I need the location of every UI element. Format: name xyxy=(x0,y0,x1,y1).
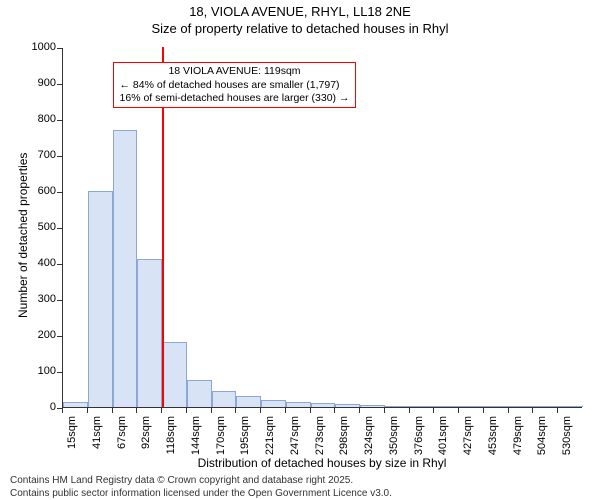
x-tick-label: 453sqm xyxy=(487,416,499,460)
x-tick-label: 479sqm xyxy=(512,416,524,460)
y-tick-label: 900 xyxy=(22,77,56,89)
y-tick-mark xyxy=(57,120,62,121)
histogram-bar xyxy=(311,403,336,407)
y-tick-mark xyxy=(57,192,62,193)
x-tick-mark xyxy=(359,408,360,413)
x-tick-label: 41sqm xyxy=(91,416,103,460)
y-tick-mark xyxy=(57,372,62,373)
x-tick-mark xyxy=(186,408,187,413)
x-tick-label: 350sqm xyxy=(388,416,400,460)
x-tick-mark xyxy=(112,408,113,413)
y-tick-label: 600 xyxy=(22,185,56,197)
plot-area: 18 VIOLA AVENUE: 119sqm← 84% of detached… xyxy=(62,48,582,408)
x-tick-mark xyxy=(557,408,558,413)
y-tick-label: 800 xyxy=(22,113,56,125)
y-tick-label: 0 xyxy=(22,401,56,413)
histogram-bar xyxy=(187,380,212,407)
y-tick-label: 200 xyxy=(22,329,56,341)
x-tick-mark xyxy=(532,408,533,413)
y-tick-mark xyxy=(57,84,62,85)
x-tick-mark xyxy=(483,408,484,413)
x-tick-label: 15sqm xyxy=(66,416,78,460)
y-tick-label: 100 xyxy=(22,365,56,377)
x-tick-label: 530sqm xyxy=(561,416,573,460)
histogram-bar xyxy=(137,259,162,407)
x-tick-mark xyxy=(211,408,212,413)
histogram-bar xyxy=(63,402,88,407)
x-tick-mark xyxy=(310,408,311,413)
histogram-bar xyxy=(261,400,286,407)
title-line-2: Size of property relative to detached ho… xyxy=(0,21,600,38)
histogram-bar xyxy=(360,405,385,407)
x-tick-mark xyxy=(508,408,509,413)
x-tick-label: 195sqm xyxy=(239,416,251,460)
y-tick-label: 300 xyxy=(22,293,56,305)
annotation-box: 18 VIOLA AVENUE: 119sqm← 84% of detached… xyxy=(113,62,357,107)
annotation-line-2: ← 84% of detached houses are smaller (1,… xyxy=(120,79,350,92)
x-tick-label: 118sqm xyxy=(165,416,177,460)
x-tick-label: 170sqm xyxy=(215,416,227,460)
histogram-bar xyxy=(509,406,534,407)
x-tick-label: 221sqm xyxy=(264,416,276,460)
histogram-bar xyxy=(236,396,261,407)
x-tick-label: 427sqm xyxy=(462,416,474,460)
annotation-line-3: 16% of semi-detached houses are larger (… xyxy=(120,92,350,105)
y-tick-label: 700 xyxy=(22,149,56,161)
histogram-bar xyxy=(162,342,187,407)
x-tick-label: 247sqm xyxy=(289,416,301,460)
y-tick-label: 500 xyxy=(22,221,56,233)
histogram-bar xyxy=(434,406,459,407)
histogram-bar xyxy=(533,406,558,407)
histogram-bar xyxy=(113,130,138,407)
x-tick-mark xyxy=(62,408,63,413)
y-tick-label: 1000 xyxy=(22,41,56,53)
x-tick-mark xyxy=(384,408,385,413)
footer-line-1: Contains HM Land Registry data © Crown c… xyxy=(10,474,600,487)
histogram-bar xyxy=(484,406,509,407)
x-tick-mark xyxy=(235,408,236,413)
footer-line-2: Contains public sector information licen… xyxy=(10,487,600,500)
x-tick-label: 298sqm xyxy=(338,416,350,460)
x-tick-mark xyxy=(409,408,410,413)
x-tick-mark xyxy=(260,408,261,413)
title-line-1: 18, VIOLA AVENUE, RHYL, LL18 2NE xyxy=(0,4,600,21)
y-tick-mark xyxy=(57,156,62,157)
x-tick-label: 92sqm xyxy=(140,416,152,460)
y-tick-mark xyxy=(57,48,62,49)
x-tick-label: 376sqm xyxy=(413,416,425,460)
x-tick-mark xyxy=(285,408,286,413)
x-tick-mark xyxy=(334,408,335,413)
histogram-bar xyxy=(410,406,435,407)
annotation-line-1: 18 VIOLA AVENUE: 119sqm xyxy=(120,65,350,78)
histogram-bar xyxy=(385,406,410,407)
x-tick-mark xyxy=(161,408,162,413)
histogram-bar xyxy=(88,191,113,407)
x-tick-label: 504sqm xyxy=(536,416,548,460)
y-tick-mark xyxy=(57,300,62,301)
histogram-bar xyxy=(335,404,360,407)
y-tick-mark xyxy=(57,264,62,265)
x-tick-mark xyxy=(87,408,88,413)
x-tick-mark xyxy=(433,408,434,413)
chart-title: 18, VIOLA AVENUE, RHYL, LL18 2NE Size of… xyxy=(0,4,600,38)
x-tick-label: 324sqm xyxy=(363,416,375,460)
y-tick-mark xyxy=(57,336,62,337)
y-tick-label: 400 xyxy=(22,257,56,269)
histogram-bar xyxy=(459,406,484,407)
histogram-bar xyxy=(286,402,311,407)
histogram-bar xyxy=(558,406,583,407)
x-tick-label: 144sqm xyxy=(190,416,202,460)
x-tick-mark xyxy=(458,408,459,413)
histogram-bar xyxy=(212,391,237,407)
attribution-footer: Contains HM Land Registry data © Crown c… xyxy=(0,474,600,500)
x-tick-mark xyxy=(136,408,137,413)
x-tick-label: 67sqm xyxy=(116,416,128,460)
y-tick-mark xyxy=(57,228,62,229)
x-tick-label: 401sqm xyxy=(437,416,449,460)
x-tick-label: 273sqm xyxy=(314,416,326,460)
